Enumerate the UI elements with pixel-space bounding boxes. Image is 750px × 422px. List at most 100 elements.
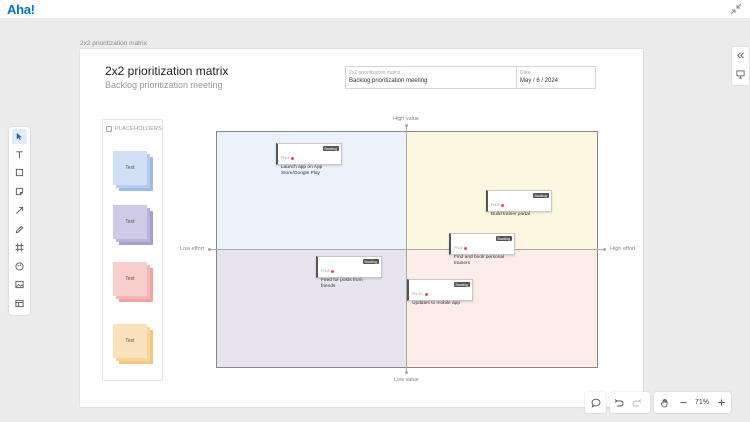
feature-card[interactable]: FN-5 Backlog Build trainer portal [486,190,552,217]
text-tool[interactable] [12,147,27,162]
collapse-icon[interactable] [730,3,742,15]
plus-icon [717,399,725,406]
placeholder-stack-red[interactable]: Text [113,262,153,302]
right-panel [732,47,749,85]
palette-icon [15,262,24,271]
priority-dot [501,203,505,207]
template-tool[interactable] [12,296,27,311]
rectangle-tool[interactable] [12,165,27,180]
placeholder-text: Text [113,262,147,296]
pointer-icon [16,132,22,141]
zoom-level[interactable]: 71% [695,399,710,406]
expand-panel-button[interactable] [735,50,746,61]
arrow-icon [16,206,24,214]
status-badge: Backlog [322,146,339,151]
comment-button[interactable] [587,394,605,412]
palette-tool[interactable] [12,259,27,274]
pan-button[interactable] [656,394,674,412]
axis-endpoint [405,124,408,127]
priority-dot [331,269,335,273]
text-icon [16,151,23,159]
comment-icon [591,398,600,408]
axis-label-right: High effort [610,246,636,252]
sticky-note-icon [15,187,24,196]
placeholder-icon [106,126,112,132]
info-date-label: Date [520,70,531,76]
status-badge: Backlog [453,282,470,287]
axis-label-left: Low effort [180,246,205,252]
undo-icon [614,398,624,406]
card-id: FN-8 [321,269,335,273]
history-controls [610,392,650,413]
pointer-tool[interactable] [12,129,27,144]
axis-label-top: High value [393,116,419,122]
axis-endpoint [208,248,211,251]
card-id: FN-10 [412,292,428,296]
aha-logo[interactable]: Aha! [7,2,35,17]
placeholders-header: PLACEHOLDERS [106,126,162,132]
priority-dot [291,156,295,160]
frame-tool[interactable] [12,240,27,255]
card-id: FN-2 [281,156,295,160]
sticky-note-tool[interactable] [12,184,27,199]
page-subtitle: Backlog prioritization meeting [105,80,223,90]
redo-icon [632,398,642,406]
feature-card[interactable]: FN-8 Backlog Feed for posts from friends [316,256,382,289]
pen-tool[interactable] [12,222,27,237]
zoom-controls: 71% [654,392,731,413]
info-name-label: 2x2 prioritization matrix [349,70,401,76]
comment-control [585,392,606,413]
template-icon [15,299,24,308]
placeholder-text: Text [113,324,147,358]
rectangle-icon [15,168,24,177]
top-bar: Aha! [0,0,750,18]
axis-endpoint [603,248,606,251]
placeholder-text: Text [113,205,147,239]
card-title: Updates to mobile app [412,301,460,306]
feature-card[interactable]: FN-6 Backlog Find and book personal trai… [449,233,515,266]
quadrant-low-value-high-effort [407,249,597,367]
card-id: FN-6 [454,246,468,250]
page-title: 2x2 prioritization matrix [105,64,229,78]
status-badge: Backlog [495,236,512,241]
placeholders-label: PLACEHOLDERS [115,126,163,132]
status-badge: Backlog [532,193,549,198]
axis-label-bottom: Low value [394,377,419,383]
info-name-cell[interactable]: 2x2 prioritization matrix Backlog priori… [346,67,517,88]
card-title: Feed for posts from friends [321,278,363,289]
image-icon [15,280,24,289]
image-tool[interactable] [12,277,27,292]
placeholder-stack-purple[interactable]: Text [113,205,153,245]
placeholder-stack-orange[interactable]: Text [113,324,153,364]
priority-dot [464,246,468,250]
pen-icon [15,225,24,234]
card-id: FN-5 [491,203,505,207]
axis-endpoint [405,371,408,374]
status-badge: Backlog [362,259,379,264]
whiteboard-canvas[interactable]: 2x2 prioritization matrix Backlog priori… [80,49,643,407]
info-date-cell[interactable]: Date May / 6 / 2024 [517,67,595,88]
board-label: 2x2 prioritization matrix [80,40,147,47]
placeholders-panel: PLACEHOLDERS Text Text Text Text [102,119,163,381]
left-toolbar [9,127,30,315]
feature-card[interactable]: FN-2 Backlog Launch app on App Store/Goo… [276,143,342,176]
arrow-tool[interactable] [12,203,27,218]
zoom-out-button[interactable] [674,394,692,412]
hand-icon [660,398,668,407]
minus-icon [679,402,687,403]
frame-icon [15,243,24,252]
presentation-icon [736,70,745,79]
info-date-value: May / 6 / 2024 [520,78,559,84]
redo-button[interactable] [628,394,646,412]
placeholder-text: Text [113,151,147,185]
info-box: 2x2 prioritization matrix Backlog priori… [345,66,596,89]
card-title: Launch app on App Store/Google Play [281,165,323,176]
feature-card[interactable]: FN-10 Backlog Updates to mobile app [407,279,473,306]
present-button[interactable] [735,69,746,80]
placeholder-stack-blue[interactable]: Text [113,151,153,191]
zoom-in-button[interactable] [712,394,730,412]
info-name-value: Backlog prioritization meeting [349,78,428,84]
priority-dot [424,292,428,296]
card-title: Find and book personal trainers [454,255,505,266]
undo-button[interactable] [610,394,628,412]
